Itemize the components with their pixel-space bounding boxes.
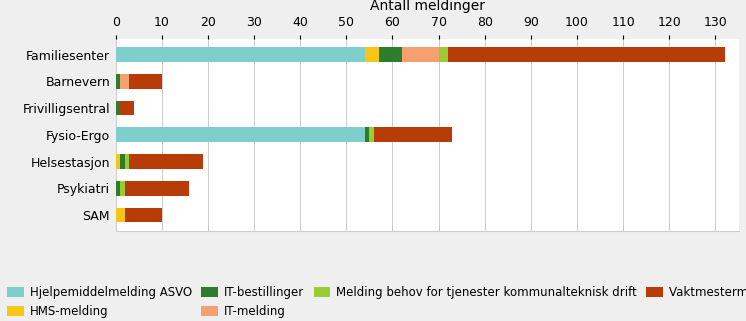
- X-axis label: Antall meldinger: Antall meldinger: [369, 0, 485, 13]
- Bar: [116, 74, 120, 89]
- Bar: [116, 127, 365, 142]
- Bar: [120, 154, 125, 169]
- Bar: [439, 47, 448, 62]
- Bar: [130, 74, 162, 89]
- Bar: [125, 208, 162, 222]
- Bar: [130, 154, 204, 169]
- Bar: [120, 74, 130, 89]
- Bar: [125, 181, 189, 195]
- Bar: [374, 127, 453, 142]
- Bar: [120, 181, 125, 195]
- Bar: [116, 101, 120, 116]
- Bar: [365, 47, 379, 62]
- Bar: [369, 127, 374, 142]
- Bar: [401, 47, 439, 62]
- Bar: [116, 154, 120, 169]
- Bar: [116, 181, 120, 195]
- Bar: [120, 101, 134, 116]
- Bar: [448, 47, 724, 62]
- Bar: [116, 47, 365, 62]
- Bar: [365, 127, 369, 142]
- Bar: [116, 208, 125, 222]
- Bar: [125, 154, 130, 169]
- Bar: [379, 47, 401, 62]
- Legend: Hjelpemiddelmelding ASVO, HMS-melding, IT-bestillinger, IT-melding, Melding beho: Hjelpemiddelmelding ASVO, HMS-melding, I…: [7, 286, 746, 318]
